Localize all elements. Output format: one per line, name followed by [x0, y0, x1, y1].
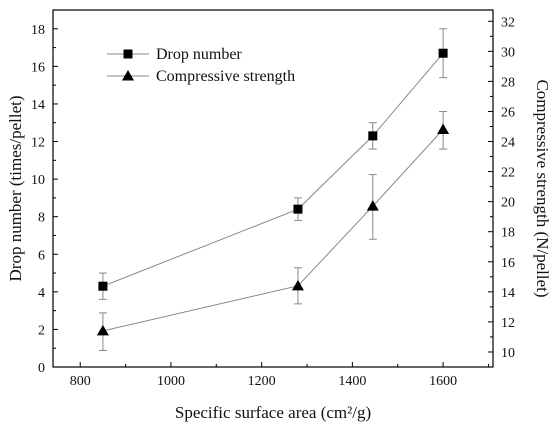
tick-layer: 800 1000 1200 1400 1600024681012141618101214… [31, 9, 515, 389]
legend-marker-square [123, 49, 133, 59]
legend-marker-triangle [122, 70, 134, 81]
x-tick-label: 800 [70, 374, 91, 389]
data-point-triangle [437, 123, 450, 135]
y-axis-right-title: Compressive strength (N/pellet) [533, 79, 550, 297]
y-left-tick-label: 14 [31, 98, 45, 113]
y-right-tick-label: 32 [501, 15, 515, 30]
y-right-tick-label: 12 [501, 316, 515, 331]
y-right-tick-label: 26 [501, 105, 515, 120]
y-right-tick-label: 16 [501, 256, 515, 271]
y-left-tick-label: 10 [31, 173, 45, 188]
data-point-triangle [96, 324, 109, 336]
y-right-tick-label: 14 [501, 286, 515, 301]
data-point-square [368, 131, 378, 141]
y-left-tick-label: 18 [31, 23, 45, 38]
series-line [102, 52, 444, 287]
y-left-tick-label: 16 [31, 60, 45, 75]
legend-label: Compressive strength [156, 68, 295, 85]
x-tick-label: 1000 [157, 374, 185, 389]
data-point-triangle [291, 279, 304, 291]
x-tick-label: 1600 [429, 374, 457, 389]
y-right-tick-label: 28 [501, 75, 515, 90]
data-point-square [98, 281, 108, 291]
y-left-tick-label: 0 [38, 361, 45, 376]
plot-area-frame [52, 9, 494, 368]
data-point-square [293, 204, 303, 214]
y-left-tick-label: 8 [38, 211, 45, 226]
x-tick-label: 1200 [248, 374, 276, 389]
x-tick-label: 1400 [338, 374, 366, 389]
y-left-tick-label: 2 [38, 323, 45, 338]
legend-label: Drop number [156, 46, 242, 63]
x-axis-title: Specific surface area (cm²/g) [175, 403, 371, 422]
data-point-square [438, 48, 448, 58]
y-right-tick-label: 30 [501, 45, 515, 60]
y-right-tick-label: 18 [501, 226, 515, 241]
y-left-tick-label: 4 [38, 286, 45, 301]
legend: Drop number Compressive strength [107, 46, 295, 85]
series-line [102, 129, 444, 332]
y-axis-left-title: Drop number (times/pellet) [6, 95, 25, 281]
y-left-tick-label: 12 [31, 136, 45, 151]
y-right-tick-label: 20 [501, 196, 515, 211]
y-right-tick-label: 10 [501, 346, 515, 361]
y-right-tick-label: 24 [501, 136, 515, 151]
data-point-triangle [366, 200, 379, 211]
y-right-tick-label: 22 [501, 166, 515, 181]
series-layer [96, 28, 450, 351]
y-left-tick-label: 6 [38, 248, 45, 263]
